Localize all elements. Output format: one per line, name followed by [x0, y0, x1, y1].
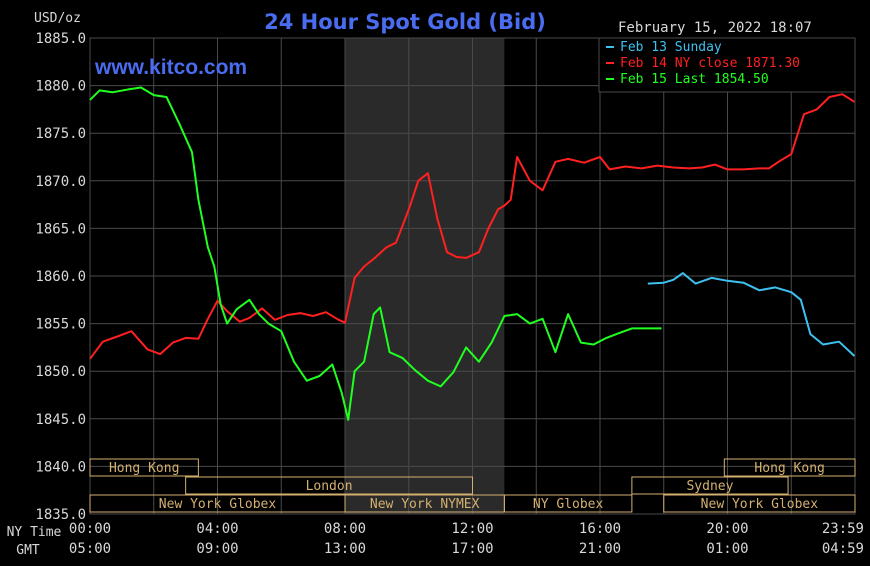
- series-line: [89, 93, 855, 360]
- session-label: NY Globex: [533, 497, 604, 512]
- session-box: [89, 458, 199, 477]
- y-tick-label: 1845.0: [35, 412, 86, 428]
- ny-time-tick: 23:59: [822, 521, 864, 537]
- y-tick-label: 1885.0: [35, 31, 86, 47]
- session-box: [185, 476, 473, 495]
- y-tick-label: 1855.0: [35, 317, 86, 333]
- gmt-time-tick: 21:00: [579, 541, 621, 557]
- y-tick-label: 1865.0: [35, 221, 86, 237]
- y-tick-label: 1850.0: [35, 364, 86, 380]
- y-tick-label: 1835.0: [35, 507, 86, 523]
- session-box: [631, 476, 789, 495]
- price-series: [89, 86, 856, 421]
- y-axis-tick-labels: 1885.0 1880.0 1875.0 1870.0 1865.0 1860.0 1855…: [35, 31, 86, 523]
- gmt-time-tick: 09:00: [196, 541, 238, 557]
- y-tick-label: 1880.0: [35, 79, 86, 95]
- legend-entry: Feb 15 Last 1854.50: [620, 72, 769, 87]
- session-box: [503, 494, 633, 513]
- ny-time-tick: 00:00: [69, 521, 111, 537]
- gmt-time-tick: 04:59: [822, 541, 864, 557]
- grid-lines: [89, 37, 856, 515]
- series-line: [647, 272, 856, 357]
- unit-label: USD/oz: [34, 11, 81, 26]
- y-tick-label: 1875.0: [35, 126, 86, 142]
- legend-entry: Feb 13 Sunday: [620, 40, 722, 55]
- gmt-time-tick: 05:00: [69, 541, 111, 557]
- session-box: [723, 458, 856, 477]
- kitco-watermark: www.kitco.com: [94, 56, 247, 79]
- session-label: New York Globex: [701, 497, 819, 512]
- session-label: New York NYMEX: [370, 497, 480, 512]
- gmt-time-tick: 13:00: [324, 541, 366, 557]
- ny-time-tick: 04:00: [196, 521, 238, 537]
- ny-time-tick: 20:00: [706, 521, 748, 537]
- market-sessions: Hong Kong Hong Kong London Sydney New York G…: [89, 458, 856, 513]
- session-label: Hong Kong: [754, 461, 824, 476]
- session-label: New York Globex: [159, 497, 277, 512]
- plot-border: [89, 37, 856, 515]
- y-tick-label: 1860.0: [35, 269, 86, 285]
- ny-time-tick: 08:00: [324, 521, 366, 537]
- chart-title: 24 Hour Spot Gold (Bid): [264, 10, 546, 34]
- gmt-label: GMT: [16, 543, 40, 558]
- ny-time-tick: 12:00: [451, 521, 493, 537]
- legend-entry: Feb 14 NY close 1871.30: [620, 56, 800, 71]
- session-box: [663, 494, 856, 513]
- x-axis-time-labels: NY Time GMT 00:00 05:00 04:00 09:00 08:00 13:…: [7, 521, 864, 558]
- legend-box: [598, 37, 856, 93]
- ny-time-tick: 16:00: [579, 521, 621, 537]
- ny-time-label: NY Time: [7, 525, 62, 540]
- gmt-time-tick: 01:00: [706, 541, 748, 557]
- session-label: Hong Kong: [109, 461, 179, 476]
- session-label: London: [306, 479, 353, 494]
- session-label: Sydney: [686, 479, 733, 494]
- y-tick-label: 1840.0: [35, 459, 86, 475]
- series-line: [89, 86, 662, 421]
- timestamp: February 15, 2022 18:07: [618, 20, 812, 36]
- y-tick-label: 1870.0: [35, 174, 86, 190]
- gmt-time-tick: 17:00: [451, 541, 493, 557]
